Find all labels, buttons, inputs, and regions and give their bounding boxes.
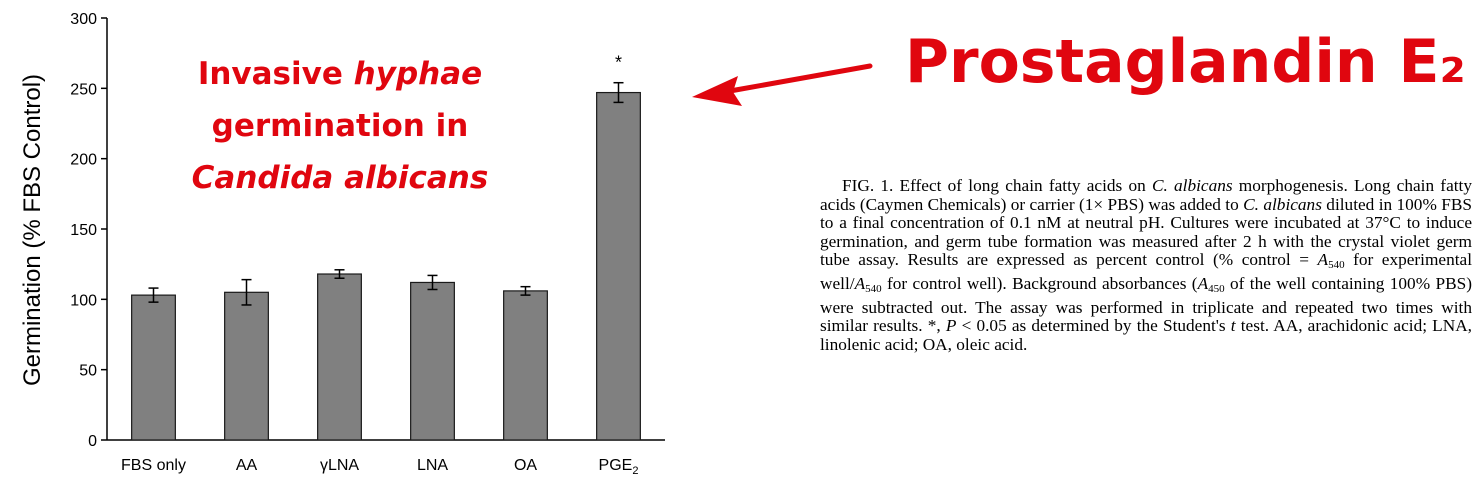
bar bbox=[596, 91, 641, 441]
headline-prostaglandin: Prostaglandin E₂ bbox=[905, 27, 1466, 97]
y-tick-label: 0 bbox=[88, 433, 97, 450]
bar bbox=[410, 281, 455, 441]
bar bbox=[503, 290, 548, 441]
y-tick-label: 100 bbox=[70, 292, 97, 309]
caption-fig-label: FIG. 1. bbox=[842, 176, 894, 195]
x-tick-label: FBS only bbox=[121, 457, 186, 474]
bar bbox=[131, 294, 176, 441]
x-tick-label: AA bbox=[236, 457, 258, 474]
y-tick-label: 300 bbox=[70, 11, 97, 28]
bar bbox=[224, 291, 269, 441]
figure-caption: FIG. 1. Effect of long chain fatty acids… bbox=[820, 176, 1473, 354]
y-tick-label: 200 bbox=[70, 152, 97, 169]
y-tick-label: 250 bbox=[70, 81, 97, 98]
annotation-line-1: Invasive hyphae bbox=[197, 56, 483, 92]
annotation-line-3: Candida albicans bbox=[191, 160, 489, 196]
x-tick-subscript: 2 bbox=[632, 465, 638, 477]
significance-marker: * bbox=[615, 53, 622, 73]
bar-chart: Germination (% FBS Control) 0 50 100 150 200… bbox=[19, 11, 665, 477]
bar bbox=[317, 273, 362, 441]
annotation-hyphae: hyphae bbox=[353, 56, 483, 92]
x-tick-label: OA bbox=[514, 457, 537, 474]
x-tick-label: PGE2 bbox=[599, 457, 639, 477]
annotation-line-2: germination in bbox=[211, 108, 469, 144]
y-tick-label: 50 bbox=[79, 363, 97, 380]
y-tick-label: 150 bbox=[70, 222, 97, 239]
x-tick-label: LNA bbox=[417, 457, 448, 474]
y-axis-label: Germination (% FBS Control) bbox=[19, 74, 46, 386]
x-tick-label: γLNA bbox=[320, 457, 359, 474]
hyphae-annotation: Invasive hyphae germination in Candida a… bbox=[170, 48, 510, 204]
